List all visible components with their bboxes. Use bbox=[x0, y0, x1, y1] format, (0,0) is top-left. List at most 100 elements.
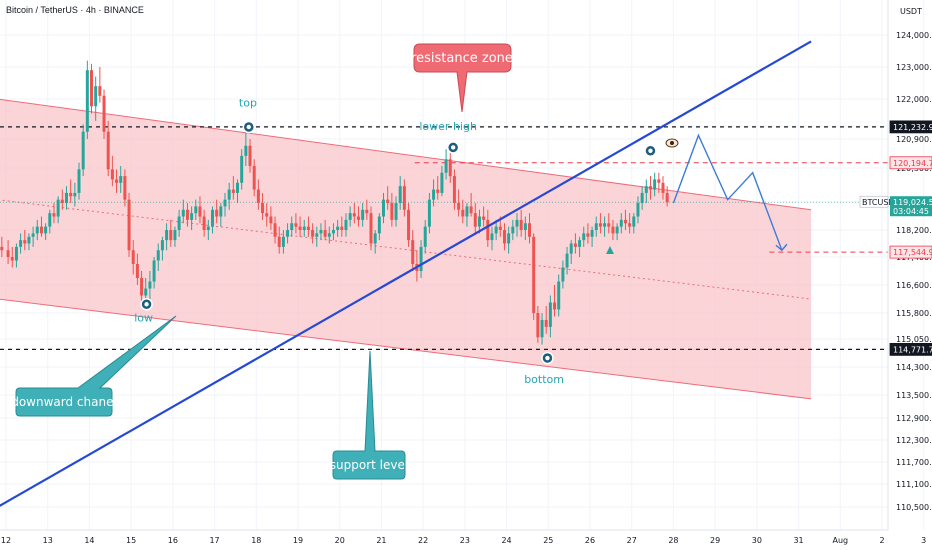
candle-body bbox=[315, 233, 319, 237]
candle-body bbox=[528, 223, 532, 237]
candle-body bbox=[223, 199, 227, 207]
candle-body bbox=[494, 226, 498, 234]
price-tag-box bbox=[889, 342, 932, 356]
candle-body bbox=[444, 159, 448, 173]
candle-body bbox=[227, 189, 231, 200]
candle-body bbox=[219, 206, 223, 217]
price-tag-label: 117,544.95 bbox=[893, 248, 932, 257]
candle-body bbox=[657, 179, 661, 183]
candle-body bbox=[482, 216, 486, 220]
candle-body bbox=[653, 179, 657, 190]
candle-body bbox=[56, 199, 60, 217]
projection-line bbox=[672, 133, 783, 251]
candle-body bbox=[119, 176, 123, 183]
candle-body bbox=[131, 250, 135, 264]
price-tick-label: 123,000.00 bbox=[896, 63, 932, 72]
candle-body bbox=[352, 213, 356, 217]
current-price-label: 119,024.53 bbox=[893, 198, 932, 207]
candle-body bbox=[590, 230, 594, 237]
price-tag-label: 120,194.72 bbox=[893, 159, 932, 168]
candle-body bbox=[407, 209, 411, 241]
price-tick-label: 115,800.00 bbox=[896, 309, 932, 318]
price-tick-label: 118,200.00 bbox=[896, 226, 932, 235]
price-tag-box bbox=[889, 245, 932, 259]
chart-annotations: top lower high low bottom bbox=[134, 96, 564, 385]
price-tag-label: 121,232.97 bbox=[893, 123, 932, 132]
candle-body bbox=[323, 230, 327, 237]
candle-body bbox=[486, 219, 490, 241]
point-marker-center bbox=[144, 302, 149, 307]
price-tick-label: 124,000.00 bbox=[896, 31, 932, 40]
candle-body bbox=[173, 230, 177, 241]
candle-body bbox=[135, 264, 139, 278]
candle-body bbox=[544, 319, 548, 327]
candle-body bbox=[115, 179, 119, 183]
candle-body bbox=[636, 203, 640, 217]
candle-body bbox=[44, 226, 48, 234]
time-tick-label: 21 bbox=[376, 536, 386, 545]
candle-body bbox=[502, 230, 506, 244]
support-level-label: support level bbox=[330, 458, 408, 472]
countdown-label: 03:04:45 bbox=[893, 207, 929, 216]
candle-body bbox=[361, 209, 365, 220]
price-tick-label: 120,900.00 bbox=[896, 135, 932, 144]
candle-body bbox=[35, 226, 39, 234]
point-marker-center bbox=[648, 148, 653, 153]
candle-body bbox=[39, 226, 43, 234]
candle-body bbox=[77, 169, 81, 193]
candle-body bbox=[6, 250, 10, 257]
candle-body bbox=[461, 209, 465, 217]
candle-body bbox=[31, 233, 35, 237]
point-marker-center bbox=[450, 145, 456, 150]
candle-body bbox=[148, 281, 152, 289]
candle-body bbox=[490, 233, 494, 241]
candle-body bbox=[477, 216, 481, 227]
price-tick-label: 111,100.00 bbox=[896, 480, 932, 489]
eye-icon bbox=[665, 138, 679, 148]
candle-body bbox=[110, 169, 114, 180]
candle-body bbox=[427, 199, 431, 227]
time-tick-label: 19 bbox=[293, 536, 303, 545]
time-tick-label: 16 bbox=[168, 536, 178, 545]
candle-body bbox=[640, 192, 644, 204]
candle-body bbox=[519, 219, 523, 230]
candle-body bbox=[365, 209, 369, 214]
candle-body bbox=[507, 233, 511, 244]
candle-body bbox=[0, 246, 4, 251]
time-tick-label: 29 bbox=[710, 536, 720, 545]
price-tags: 121,232.97 120,194.72 117,544.95 114,771.79… bbox=[859, 120, 932, 356]
candle-body bbox=[10, 257, 14, 261]
candle-body bbox=[311, 230, 315, 237]
candle-body bbox=[265, 213, 269, 217]
candle-body bbox=[557, 281, 561, 310]
candle-body bbox=[340, 226, 344, 230]
time-tick-label: 27 bbox=[627, 536, 637, 545]
candle-body bbox=[582, 233, 586, 241]
candle-body bbox=[586, 233, 590, 237]
candle-body bbox=[144, 288, 148, 296]
candle-body bbox=[440, 172, 444, 193]
candle-body bbox=[177, 216, 181, 230]
candle-body bbox=[578, 240, 582, 247]
price-tick-label: 112,300.00 bbox=[896, 436, 932, 445]
candle-body bbox=[644, 186, 648, 193]
time-tick-label: 2 bbox=[879, 536, 884, 545]
candle-body bbox=[277, 236, 281, 247]
candle-body bbox=[90, 70, 94, 107]
candle-body bbox=[169, 230, 173, 241]
candle-body bbox=[561, 267, 565, 282]
candle-body bbox=[573, 243, 577, 247]
candle-body bbox=[553, 302, 557, 310]
time-axis[interactable]: 12 13 14 15 16 17 18 19 20 21 22 23 24 25 26 27 28 29 30 31… bbox=[1, 536, 926, 545]
candle-body bbox=[623, 219, 627, 224]
candle-body bbox=[632, 216, 636, 227]
candle-body bbox=[185, 209, 189, 220]
candle-body bbox=[594, 223, 598, 230]
price-tick-label: 116,600.00 bbox=[896, 281, 932, 290]
candle-body bbox=[515, 219, 519, 227]
candle-body bbox=[419, 246, 423, 271]
candle-body bbox=[373, 233, 377, 244]
time-tick-label: 18 bbox=[251, 536, 261, 545]
candle-body bbox=[402, 186, 406, 210]
